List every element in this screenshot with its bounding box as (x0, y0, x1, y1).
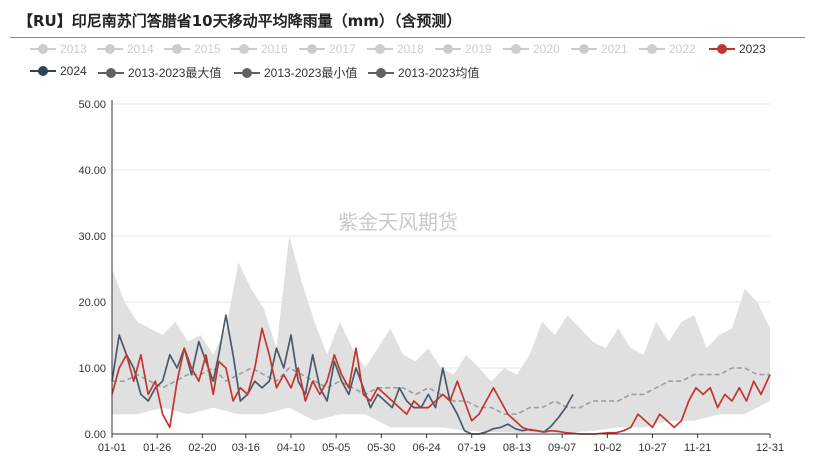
y-tick-label: 0.00 (85, 429, 106, 441)
legend-marker-icon (234, 67, 260, 78)
x-tick-label: 10-02 (593, 442, 621, 454)
legend-item-2024[interactable]: 2024 (30, 64, 87, 78)
title-divider (10, 37, 805, 38)
legend-marker-icon (435, 44, 461, 54)
x-tick-label: 10-27 (638, 442, 666, 454)
legend-marker-icon (571, 44, 597, 54)
legend-label: 2014 (127, 42, 154, 56)
x-tick-label: 11-21 (684, 442, 711, 454)
x-tick-label: 09-07 (548, 442, 576, 454)
grid-lines (112, 103, 770, 369)
legend-label: 2013 (60, 42, 87, 56)
legend-marker-icon (639, 44, 665, 54)
legend-item-2019[interactable]: 2019 (435, 42, 492, 56)
legend-marker-icon (164, 44, 190, 54)
y-tick-label: 30.00 (78, 231, 106, 243)
x-tick-label: 03-16 (232, 442, 260, 454)
legend-item-2017[interactable]: 2017 (299, 42, 356, 56)
legend-label: 2016 (261, 42, 288, 56)
legend-item-2020[interactable]: 2020 (503, 42, 560, 56)
legend-marker-icon (367, 44, 393, 54)
legend-label: 2020 (533, 42, 560, 56)
y-tick-label: 20.00 (78, 297, 106, 309)
watermark: 紫金天风期货 (338, 210, 458, 234)
axes: 0.00 10.00 20.00 30.00 40.00 50.00 01-01 01-26 0… (78, 99, 784, 454)
legend-marker-icon (299, 44, 325, 54)
legend-item-2022[interactable]: 2022 (639, 42, 696, 56)
legend-item-2021[interactable]: 2021 (571, 42, 628, 56)
x-tick-label: 05-05 (322, 442, 350, 454)
x-tick-label: 01-01 (98, 442, 126, 454)
x-tick-label: 02-20 (188, 442, 216, 454)
x-tick-label: 05-30 (367, 442, 395, 454)
x-tick-label: 08-13 (503, 442, 531, 454)
legend-marker-icon (368, 67, 394, 78)
x-tick-label: 01-26 (143, 442, 171, 454)
legend-label: 2024 (60, 64, 87, 78)
legend-label: 2013-2023均值 (398, 66, 480, 80)
chart-legend: 2013 2014 2015 2016 2017 2018 2019 2020 2021 2022… (0, 40, 813, 88)
legend-label: 2019 (465, 42, 492, 56)
y-tick-label: 10.00 (78, 363, 106, 375)
legend-item-2015[interactable]: 2015 (164, 42, 221, 56)
series-min-max-band (112, 236, 770, 433)
series-line-2013-2023均值 (112, 367, 770, 415)
legend-item-2023[interactable]: 2023 (709, 42, 766, 56)
chart-title: 【RU】印尼南苏门答腊省10天移动平均降雨量（mm）（含预测） (18, 12, 462, 30)
x-tick-label: 12-31 (756, 442, 784, 454)
legend-item-2013-2023最大值[interactable]: 2013-2023最大值 (98, 64, 221, 81)
legend-item-2013-2023均值[interactable]: 2013-2023均值 (368, 64, 479, 81)
x-tick-label: 04-10 (277, 442, 305, 454)
y-tick-label: 40.00 (78, 165, 106, 177)
legend-label: 2013-2023最大值 (128, 66, 222, 80)
legend-label: 2018 (397, 42, 424, 56)
legend-marker-icon (503, 44, 529, 54)
legend-marker-icon (98, 67, 124, 78)
legend-label: 2017 (329, 42, 356, 56)
legend-marker-icon (30, 44, 56, 54)
y-tick-label: 50.00 (78, 99, 106, 111)
legend-marker-icon (97, 44, 123, 54)
x-tick-label: 07-19 (458, 442, 486, 454)
legend-marker-icon (709, 44, 735, 54)
x-tick-label: 06-24 (412, 442, 440, 454)
series-line-2024 (111, 314, 574, 435)
legend-item-2018[interactable]: 2018 (367, 42, 424, 56)
series-line-2023 (111, 327, 771, 435)
legend-marker-icon (231, 44, 257, 54)
legend-label: 2022 (669, 42, 696, 56)
legend-item-2014[interactable]: 2014 (97, 42, 154, 56)
min-max-band (112, 236, 770, 433)
legend-marker-icon (30, 66, 56, 76)
legend-item-2013-2023最小值[interactable]: 2013-2023最小值 (234, 64, 357, 81)
legend-item-2016[interactable]: 2016 (231, 42, 288, 56)
legend-label: 2013-2023最小值 (264, 66, 358, 80)
legend-label: 2023 (739, 42, 766, 56)
legend-label: 2015 (194, 42, 221, 56)
series-lines (111, 314, 771, 435)
legend-label: 2021 (601, 42, 628, 56)
legend-item-2013[interactable]: 2013 (30, 42, 87, 56)
